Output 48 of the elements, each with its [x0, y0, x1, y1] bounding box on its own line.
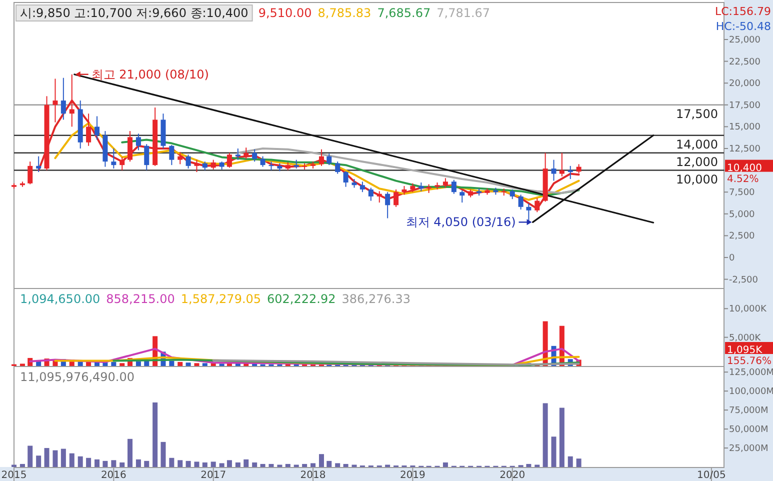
- x-tick-label: 2015: [1, 470, 27, 481]
- x-tick-label: 2016: [100, 470, 126, 481]
- x-tick-label: 2020: [500, 470, 526, 481]
- x-tick-label: 10/05: [697, 470, 726, 481]
- text: 8,785.83: [318, 6, 372, 20]
- annotation: 1,094,650.00: [20, 292, 100, 306]
- text: 1,587,279.05: [180, 292, 262, 306]
- y-tick-label: 25,000M: [729, 444, 768, 454]
- y-tick-label: -2,500: [729, 275, 758, 286]
- ref-line-label: 17,500: [676, 106, 718, 121]
- y-tick-label: 5,000: [729, 210, 756, 220]
- x-tick-label: 2019: [400, 470, 426, 481]
- x-tick-label: 2018: [300, 470, 326, 481]
- y-tick-label: 22,500: [729, 57, 761, 68]
- y-tick-label: 0: [729, 253, 735, 264]
- text: 4.52%: [727, 174, 759, 185]
- ref-line-label: 14,000: [676, 137, 718, 152]
- text: 7,781.67: [436, 6, 490, 20]
- y-tick-label: 100,000M: [729, 387, 773, 398]
- y-tick-label: 10,000K: [729, 304, 768, 315]
- text: 155.76%: [727, 356, 772, 367]
- annotation: 최고 21,000 (08/10): [91, 67, 209, 82]
- text: 1,095K: [727, 345, 763, 356]
- y-tick-label: 15,000: [729, 122, 761, 133]
- y-tick-label: 50,000M: [729, 425, 768, 436]
- y-tick-label: 2,500: [729, 232, 756, 242]
- annotation: 11,095,976,490.00: [20, 370, 135, 384]
- ref-line-label: 12,000: [676, 154, 718, 169]
- y-tick-label: 20,000: [729, 79, 761, 90]
- y-tick-label: 25,000: [729, 35, 761, 46]
- annotation: HC:-50.48: [716, 20, 771, 33]
- y-tick-label: 12,500: [729, 144, 761, 154]
- text: 7,685.67: [377, 6, 431, 20]
- annotation: 시:9,850 고:10,700 저:9,660 종:10,400: [20, 6, 248, 20]
- y-tick-label: 17,500: [729, 100, 761, 111]
- text: 858,215.00: [106, 292, 175, 306]
- y-tick-label: 7,500: [729, 188, 756, 198]
- ref-line-label: 10,000: [676, 172, 718, 186]
- annotation: LC:156.79: [714, 5, 771, 18]
- y-tick-label: 125,000M: [729, 368, 773, 378]
- text: 386,276.33: [342, 292, 410, 306]
- text: 602,222.92: [267, 292, 336, 306]
- x-tick-label: 2017: [200, 470, 226, 481]
- text: 9,510.00: [258, 6, 312, 20]
- y-tick-label: 75,000M: [729, 406, 768, 416]
- text: 10,400: [727, 162, 762, 174]
- y-tick-label: 5,000K: [729, 333, 762, 344]
- annotation: 최저 4,050 (03/16): [406, 215, 516, 230]
